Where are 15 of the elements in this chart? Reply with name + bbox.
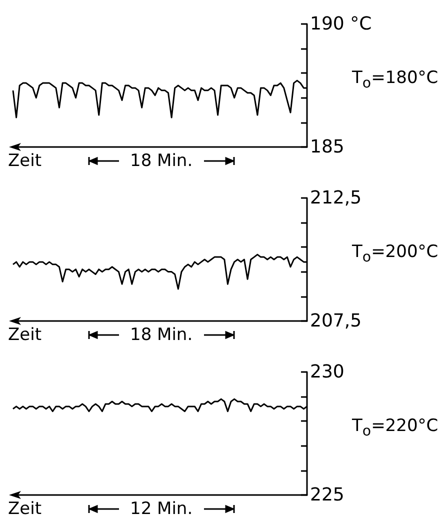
text: T$_{o}$=200°C [352,242,438,268]
text: 18 Min. [130,325,193,345]
y-tick-label: 207,5 [310,310,362,332]
x-axis-title: Zeit [8,151,42,171]
text: T$_{o}$=220°C [352,416,438,442]
text: T$_{o}$=180°C [352,68,438,94]
x-axis-title: Zeit [8,325,42,345]
y-tick-label: 230 [310,362,344,382]
y-tick-label: 212,5 [310,188,362,208]
y-tick-label: 190 °C [310,14,372,34]
text: 12 Min. [130,499,193,519]
x-axis-title: Zeit [8,499,42,519]
text: 18 Min. [130,151,193,171]
y-tick-label: 185 [310,136,344,158]
y-tick-label: 225 [310,484,344,506]
